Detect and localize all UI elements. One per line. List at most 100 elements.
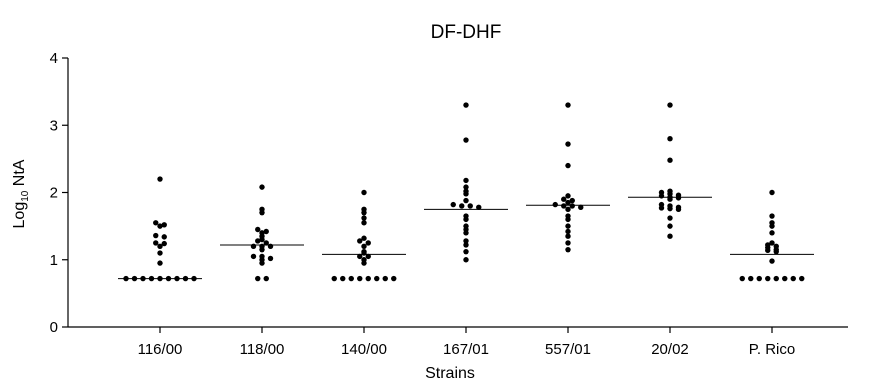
data-point	[667, 223, 673, 229]
data-point	[331, 275, 337, 282]
data-point	[773, 275, 779, 282]
data-point	[782, 275, 788, 282]
data-point	[658, 193, 665, 199]
data-point	[391, 275, 397, 282]
data-point	[552, 201, 558, 208]
data-point	[365, 240, 371, 246]
x-tick-label: 116/00	[138, 341, 183, 358]
data-point	[174, 275, 180, 282]
data-point	[340, 275, 346, 282]
data-point	[250, 243, 257, 249]
data-point	[565, 206, 571, 213]
data-point	[463, 238, 469, 244]
data-point	[667, 136, 673, 142]
x-axis-label: Strains	[425, 365, 475, 382]
data-point	[357, 253, 363, 260]
data-point	[361, 209, 367, 216]
data-point	[255, 226, 261, 233]
data-point	[739, 275, 745, 282]
data-point	[250, 253, 257, 260]
data-point	[463, 102, 469, 108]
data-point	[790, 275, 796, 282]
data-point	[361, 250, 367, 256]
data-point	[675, 206, 682, 213]
data-point	[157, 275, 163, 282]
data-point	[463, 197, 469, 204]
data-point	[667, 205, 673, 212]
data-point	[565, 216, 571, 223]
data-point	[153, 232, 159, 239]
data-point	[561, 203, 567, 209]
data-point	[769, 189, 775, 196]
data-point	[765, 247, 771, 254]
data-point	[463, 137, 469, 143]
data-point	[267, 243, 274, 249]
data-point	[255, 275, 261, 282]
chart-title: DF-DHF	[431, 22, 502, 43]
data-points	[123, 102, 805, 282]
data-point	[799, 275, 805, 282]
x-tick-label: 118/00	[240, 341, 285, 358]
y-axis-label-rest: NtA	[11, 159, 28, 190]
data-point	[565, 162, 571, 169]
data-point	[131, 275, 138, 282]
data-point	[565, 102, 571, 108]
data-point	[348, 275, 354, 282]
data-point	[255, 238, 261, 244]
data-point	[561, 196, 567, 202]
data-point	[361, 220, 367, 226]
y-tick-label: 2	[50, 185, 58, 202]
y-tick-label: 0	[50, 319, 58, 336]
x-tick-label: P. Rico	[749, 341, 795, 358]
data-point	[667, 215, 673, 221]
data-point	[667, 233, 673, 239]
data-point	[565, 233, 571, 239]
data-point	[773, 248, 779, 255]
data-point	[769, 223, 775, 229]
data-point	[361, 243, 367, 249]
data-point	[123, 275, 129, 282]
data-point	[361, 260, 367, 266]
data-point	[748, 275, 754, 282]
data-point	[578, 204, 584, 210]
data-point	[565, 246, 571, 253]
data-point	[463, 230, 469, 236]
data-point	[259, 236, 265, 243]
data-point	[450, 201, 456, 208]
data-point	[140, 275, 146, 282]
data-point	[361, 215, 367, 221]
data-point	[463, 248, 469, 255]
data-point	[769, 213, 775, 219]
data-point	[565, 199, 571, 206]
data-point	[565, 141, 571, 147]
x-tick-label: 557/01	[545, 341, 591, 358]
data-point	[161, 222, 167, 228]
data-point	[191, 275, 197, 282]
data-point	[361, 189, 367, 196]
data-point	[153, 220, 159, 226]
data-point	[765, 275, 771, 282]
data-point	[161, 240, 167, 247]
x-tick-label: 20/02	[651, 341, 689, 358]
data-point	[769, 240, 775, 246]
data-point	[382, 275, 388, 282]
y-tick-label: 4	[50, 50, 58, 67]
data-point	[667, 102, 673, 108]
data-point	[667, 157, 673, 163]
x-tick-label: 140/00	[341, 341, 387, 358]
data-point	[357, 238, 363, 244]
data-point	[165, 275, 172, 282]
data-point	[565, 228, 571, 235]
data-point	[569, 197, 575, 204]
data-point	[769, 258, 775, 264]
data-point	[756, 275, 762, 282]
data-point	[263, 228, 269, 235]
data-point	[148, 275, 155, 282]
data-point	[259, 209, 265, 216]
data-point	[769, 230, 775, 236]
y-tick-label: 3	[50, 117, 58, 134]
data-point	[157, 223, 163, 229]
data-point	[565, 193, 571, 199]
data-point	[357, 275, 363, 282]
